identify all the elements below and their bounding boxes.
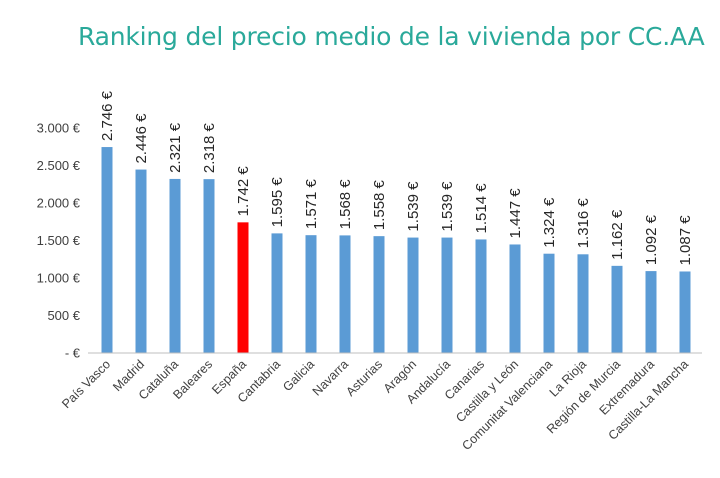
data-label: 1.539 € — [405, 181, 422, 232]
data-label: 1.514 € — [473, 183, 490, 234]
y-tick-label: 500 € — [47, 308, 80, 323]
x-tick-label: Asturias — [343, 357, 385, 399]
data-label: 1.568 € — [337, 179, 354, 230]
data-label: 1.324 € — [541, 197, 558, 248]
y-tick-label: 1.000 € — [37, 271, 81, 286]
data-label: 2.318 € — [201, 122, 218, 173]
bar — [611, 265, 623, 353]
x-tick-label: Navarra — [310, 357, 351, 398]
data-label: 2.446 € — [133, 113, 150, 164]
bar — [169, 178, 181, 353]
bar — [577, 254, 589, 353]
data-label: 1.162 € — [609, 209, 626, 260]
bar — [339, 235, 351, 353]
data-label: 1.595 € — [269, 177, 286, 228]
bar — [305, 235, 317, 353]
bar — [407, 237, 419, 353]
bar — [203, 179, 215, 353]
bar — [679, 271, 691, 353]
bar — [441, 237, 453, 353]
data-label: 1.316 € — [575, 198, 592, 249]
data-label: 1.571 € — [303, 178, 320, 229]
data-label: 1.742 € — [235, 166, 252, 217]
y-tick-label: 2.500 € — [37, 158, 81, 173]
data-label: 1.539 € — [439, 181, 456, 232]
y-tick-label: 3.000 € — [37, 121, 81, 136]
data-label: 1.558 € — [371, 179, 388, 230]
bar — [373, 236, 385, 353]
bar — [135, 169, 147, 353]
data-label: 1.447 € — [507, 188, 524, 239]
data-label: 1.092 € — [643, 214, 660, 265]
data-label: 1.087 € — [677, 215, 694, 266]
x-tick-label: País Vasco — [59, 357, 113, 411]
y-tick-label: 1.500 € — [37, 233, 81, 248]
data-label: 2.746 € — [99, 90, 116, 141]
chart-title: Ranking del precio medio de la vivienda … — [78, 22, 705, 51]
bar — [475, 239, 487, 353]
bar — [509, 244, 521, 353]
bar — [543, 253, 555, 353]
y-tick-label: - € — [65, 346, 81, 361]
data-label: 2.321 € — [167, 122, 184, 173]
bar — [271, 233, 283, 354]
bar — [237, 222, 249, 353]
bar — [645, 271, 657, 353]
bar — [101, 147, 113, 353]
y-tick-label: 2.000 € — [37, 196, 81, 211]
